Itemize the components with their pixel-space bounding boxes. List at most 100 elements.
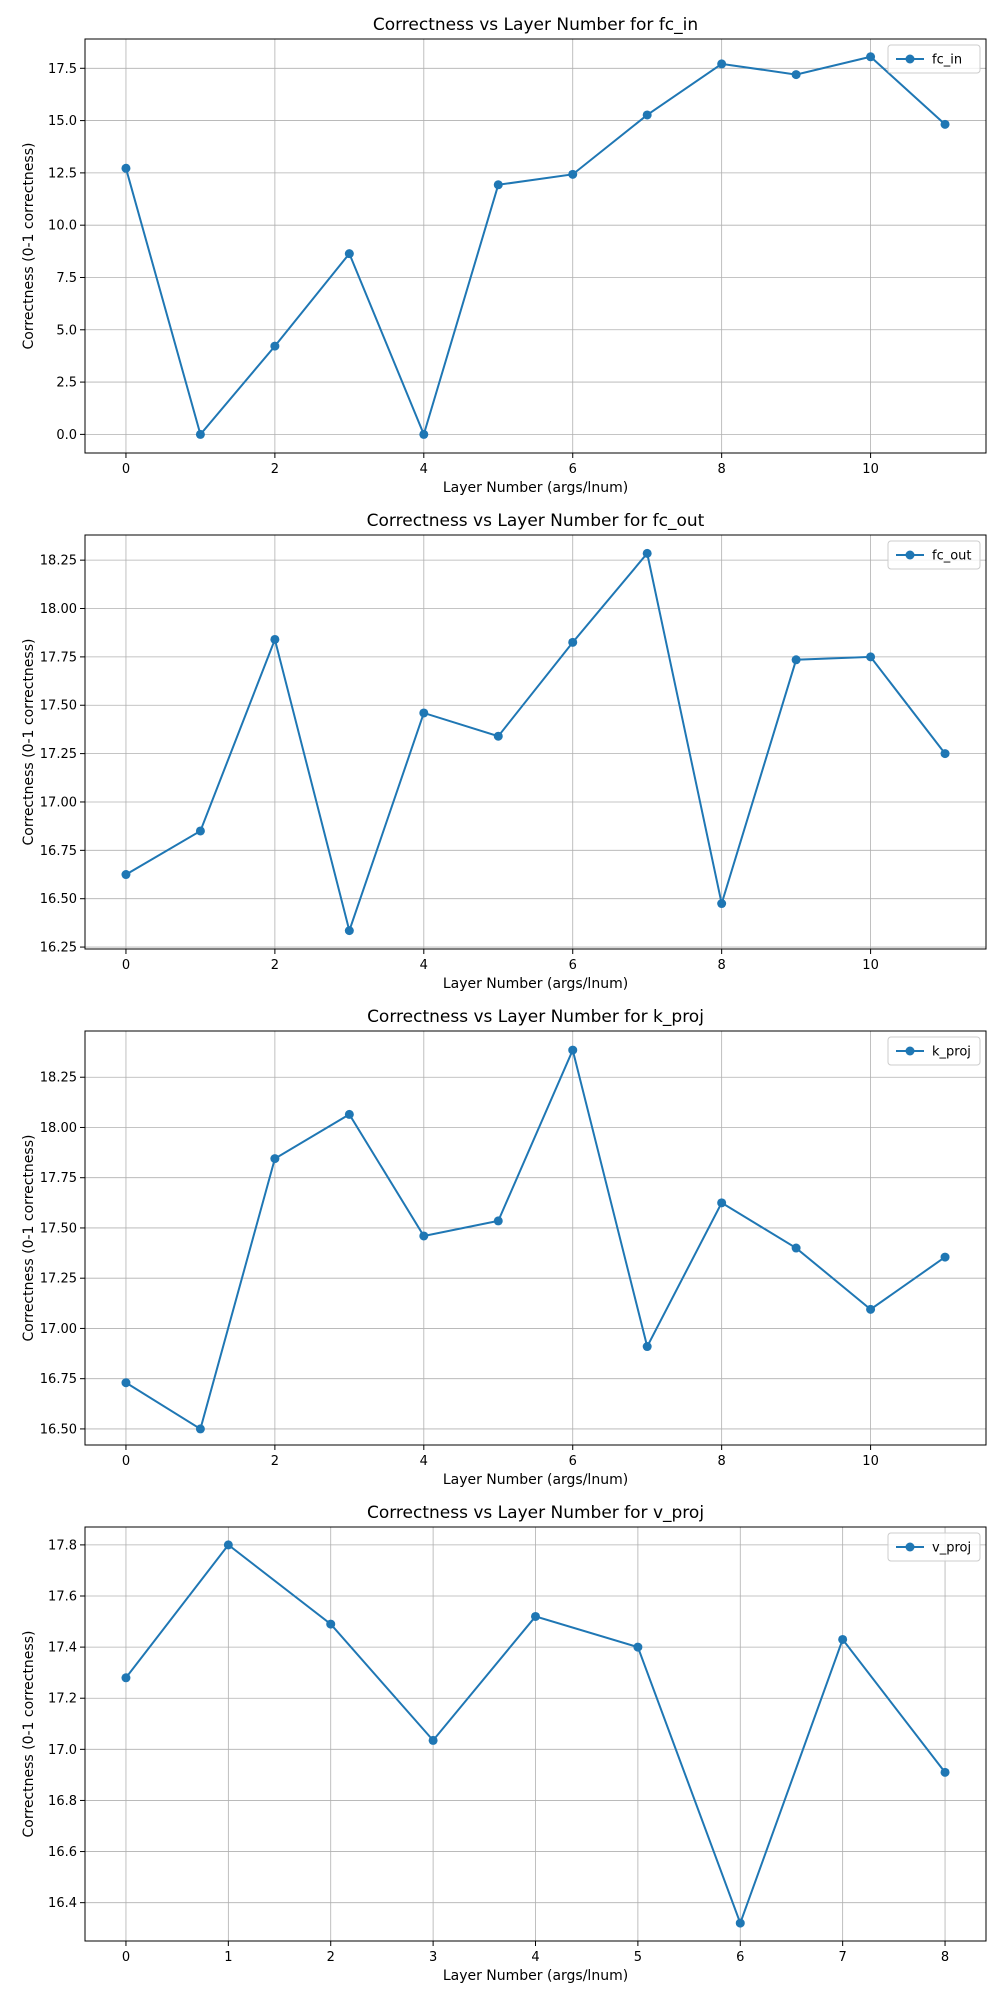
x-tick-label: 10 <box>862 958 879 973</box>
y-axis-label: Correctness (0-1 correctness) <box>21 143 37 350</box>
y-tick-label: 16.50 <box>40 1422 77 1437</box>
x-axis-label: Layer Number (args/lnum) <box>443 976 628 992</box>
legend-marker <box>905 1542 915 1552</box>
plot-frame <box>84 38 987 454</box>
data-point <box>717 1198 727 1208</box>
x-tick-label: 4 <box>420 958 428 973</box>
data-point <box>642 110 652 120</box>
data-point <box>121 1673 131 1683</box>
y-tick-label: 18.00 <box>40 602 77 617</box>
series-line <box>124 55 946 438</box>
legend-box <box>887 540 981 570</box>
data-point <box>735 1918 745 1928</box>
y-tick-label: 17.5 <box>48 62 77 77</box>
legend-marker <box>905 550 915 560</box>
y-tick-label: 18.25 <box>40 554 77 569</box>
y-tick-label: 17.4 <box>48 1641 77 1656</box>
data-point <box>940 1767 950 1777</box>
x-tick-label: 8 <box>718 462 726 477</box>
x-axis-label: Layer Number (args/lnum) <box>443 480 628 496</box>
data-point <box>270 341 280 351</box>
legend-box <box>887 1036 981 1066</box>
legend-box <box>887 1532 981 1562</box>
y-tick-label: 18.00 <box>40 1121 77 1136</box>
data-point <box>428 1735 438 1745</box>
data-point <box>791 655 801 665</box>
y-tick-label: 5.0 <box>56 323 77 338</box>
data-point <box>121 1378 131 1388</box>
data-point <box>568 637 578 647</box>
data-point <box>419 429 429 439</box>
data-point <box>791 1243 801 1253</box>
data-point <box>838 1634 848 1644</box>
y-tick-label: 17.50 <box>40 1221 77 1236</box>
x-tick-label: 4 <box>420 1454 428 1469</box>
data-point <box>223 1540 233 1550</box>
data-point <box>642 1342 652 1352</box>
x-tick-label: 10 <box>862 462 879 477</box>
data-point <box>195 1424 205 1434</box>
x-tick-label: 4 <box>420 462 428 477</box>
data-point <box>940 119 950 129</box>
y-tick-label: 17.8 <box>48 1538 77 1553</box>
legend-label: fc_out <box>932 549 972 564</box>
y-tick-label: 17.75 <box>40 1171 77 1186</box>
data-point <box>493 1216 503 1226</box>
y-axis-label: Correctness (0-1 correctness) <box>21 639 37 846</box>
data-point <box>344 926 354 936</box>
data-point <box>344 1109 354 1119</box>
x-tick-label: 0 <box>122 958 130 973</box>
data-point <box>419 708 429 718</box>
data-point <box>568 169 578 179</box>
legend-label: v_proj <box>932 1541 971 1556</box>
data-point <box>940 749 950 759</box>
data-point <box>270 1154 280 1164</box>
y-tick-label: 17.25 <box>40 1272 77 1287</box>
legend-box <box>887 44 981 74</box>
data-point <box>270 634 280 644</box>
data-point <box>866 52 876 62</box>
x-tick-label: 6 <box>569 462 577 477</box>
y-tick-label: 16.8 <box>48 1794 77 1809</box>
x-tick-label: 6 <box>736 1950 744 1965</box>
chart-0: 0 2 4 6 8 10 0.0 2.5 5.0 7.5 10.0 12.5 15.0 17.5 Corre… <box>21 15 987 496</box>
data-point <box>940 1252 950 1262</box>
y-tick-label: 17.25 <box>40 747 77 762</box>
y-tick-label: 16.4 <box>48 1896 77 1911</box>
chart-2: 0 2 4 6 8 10 16.50 16.75 17.00 17.25 17.50 17.75 18.… <box>21 1007 987 1488</box>
y-axis-label: Correctness (0-1 correctness) <box>21 1135 37 1342</box>
y-tick-label: 17.75 <box>40 650 77 665</box>
x-tick-label: 2 <box>271 1454 279 1469</box>
data-point <box>717 59 727 69</box>
x-tick-label: 2 <box>271 958 279 973</box>
chart-title: Correctness vs Layer Number for k_proj <box>367 1007 704 1027</box>
series-line <box>125 1047 946 1431</box>
y-tick-label: 16.75 <box>40 844 77 859</box>
x-tick-label: 2 <box>271 462 279 477</box>
data-point <box>344 249 354 259</box>
x-axis-label: Layer Number (args/lnum) <box>443 1968 628 1984</box>
y-tick-label: 17.0 <box>48 1743 77 1758</box>
y-tick-label: 17.00 <box>40 795 77 810</box>
y-tick-label: 16.6 <box>48 1845 77 1860</box>
x-tick-label: 8 <box>941 1950 949 1965</box>
plot-frame <box>84 1030 987 1446</box>
y-axis-label: Correctness (0-1 correctness) <box>21 1631 37 1838</box>
x-axis-label: Layer Number (args/lnum) <box>443 1472 628 1488</box>
x-tick-label: 8 <box>718 958 726 973</box>
x-tick-label: 3 <box>429 1950 437 1965</box>
x-tick-label: 10 <box>862 1454 879 1469</box>
y-tick-label: 15.0 <box>48 114 77 129</box>
y-tick-label: 17.2 <box>48 1692 77 1707</box>
x-tick-label: 2 <box>327 1950 335 1965</box>
data-point <box>121 870 131 880</box>
legend-label: fc_in <box>932 53 962 68</box>
chart-title: Correctness vs Layer Number for fc_in <box>373 15 698 35</box>
y-tick-label: 7.5 <box>56 271 77 286</box>
data-point <box>642 548 652 558</box>
y-tick-label: 10.0 <box>48 219 77 234</box>
chart-3: 0 1 2 3 4 5 6 7 8 16.4 16.6 16.8 17.0 17.2 17.4 17.6 17.… <box>21 1503 987 1984</box>
y-tick-label: 18.25 <box>40 1071 77 1086</box>
series-line <box>125 551 946 935</box>
y-tick-label: 17.6 <box>48 1590 77 1605</box>
